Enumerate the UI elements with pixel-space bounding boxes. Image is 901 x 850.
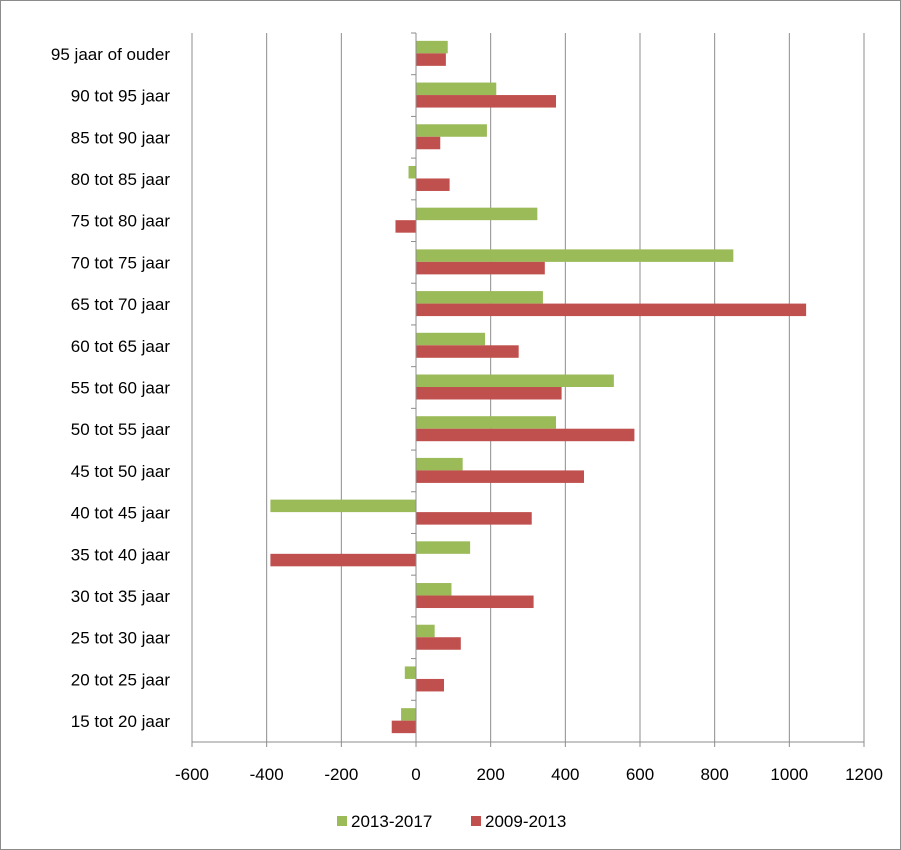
bar-2013-2017-14: [416, 624, 435, 638]
x-tick-label-8: 1000: [770, 765, 808, 784]
bar-2009-2013-11: [416, 512, 532, 525]
bar-2013-2017-2: [416, 124, 487, 137]
bar-2013-2017-0: [416, 40, 448, 54]
x-tick-label-9: 1200: [845, 765, 883, 784]
x-tick-label-5: 400: [551, 765, 579, 784]
legend-swatch-0: [337, 816, 347, 826]
bar-2009-2013-16: [391, 720, 416, 734]
category-label-1: 90 tot 95 jaar: [71, 87, 171, 106]
bar-2013-2017-9: [416, 416, 556, 429]
bar-2013-2017-6: [416, 291, 543, 304]
bar-2009-2013-7: [416, 345, 519, 358]
category-label-11: 40 tot 45 jaar: [71, 504, 171, 523]
x-tick-label-0: -600: [175, 765, 209, 784]
category-label-16: 15 tot 20 jaar: [71, 712, 171, 731]
bar-2009-2013-14: [416, 637, 461, 650]
bar-2009-2013-9: [416, 428, 635, 442]
bar-2013-2017-1: [416, 82, 497, 96]
category-label-7: 60 tot 65 jaar: [71, 337, 171, 356]
category-label-0: 95 jaar of ouder: [51, 45, 170, 64]
bar-2009-2013-3: [416, 178, 450, 191]
category-label-8: 55 tot 60 jaar: [71, 379, 171, 398]
bar-2013-2017-5: [416, 249, 734, 262]
category-label-3: 80 tot 85 jaar: [71, 170, 171, 189]
bar-2013-2017-12: [416, 541, 471, 554]
category-label-10: 45 tot 50 jaar: [71, 462, 171, 481]
category-label-12: 35 tot 40 jaar: [71, 545, 171, 564]
legend-label-1: 2009-2013: [485, 812, 566, 831]
legend-label-0: 2013-2017: [351, 812, 432, 831]
category-label-13: 30 tot 35 jaar: [71, 587, 171, 606]
bars: [270, 40, 807, 734]
bar-2013-2017-16: [401, 708, 416, 721]
x-tick-label-6: 600: [626, 765, 654, 784]
bar-2013-2017-4: [416, 207, 538, 221]
bar-2013-2017-13: [416, 583, 452, 596]
x-tick-label-3: 0: [411, 765, 420, 784]
bar-2009-2013-0: [416, 53, 446, 66]
bar-2009-2013-8: [416, 387, 562, 400]
gridlines: [191, 33, 865, 742]
axes: [191, 32, 865, 747]
category-label-4: 75 tot 80 jaar: [71, 212, 171, 231]
x-tick-label-1: -400: [250, 765, 284, 784]
bar-2009-2013-15: [416, 678, 444, 692]
bar-2009-2013-13: [416, 595, 534, 609]
bar-2009-2013-4: [395, 220, 416, 233]
category-label-9: 50 tot 55 jaar: [71, 420, 171, 439]
x-tick-label-4: 200: [476, 765, 504, 784]
bar-2013-2017-3: [408, 165, 416, 179]
bar-2013-2017-15: [404, 666, 416, 679]
bar-2013-2017-8: [416, 374, 614, 387]
bar-2009-2013-10: [416, 470, 584, 483]
bar-2013-2017-7: [416, 332, 486, 346]
legend-swatch-1: [471, 816, 481, 826]
bar-2009-2013-12: [270, 553, 416, 567]
category-label-6: 65 tot 70 jaar: [71, 295, 171, 314]
category-label-15: 20 tot 25 jaar: [71, 670, 171, 689]
category-labels: 95 jaar of ouder 90 tot 95 jaar 85 tot 90 …: [51, 45, 170, 731]
bar-2013-2017-11: [270, 499, 416, 513]
bar-2009-2013-2: [416, 136, 441, 150]
x-tick-label-2: -200: [324, 765, 358, 784]
bar-2013-2017-10: [416, 457, 463, 471]
x-tick-labels: -600 -400 -200 0 200 400 600 800 1000 1200: [175, 765, 883, 784]
legend[interactable]: 2013-2017 2009-2013: [337, 812, 566, 831]
bar-2009-2013-6: [416, 303, 807, 317]
category-label-14: 25 tot 30 jaar: [71, 629, 171, 648]
category-label-2: 85 tot 90 jaar: [71, 128, 171, 147]
x-tick-label-7: 800: [700, 765, 728, 784]
bar-2009-2013-1: [416, 95, 556, 108]
bar-2009-2013-5: [416, 261, 545, 275]
category-label-5: 70 tot 75 jaar: [71, 253, 171, 272]
